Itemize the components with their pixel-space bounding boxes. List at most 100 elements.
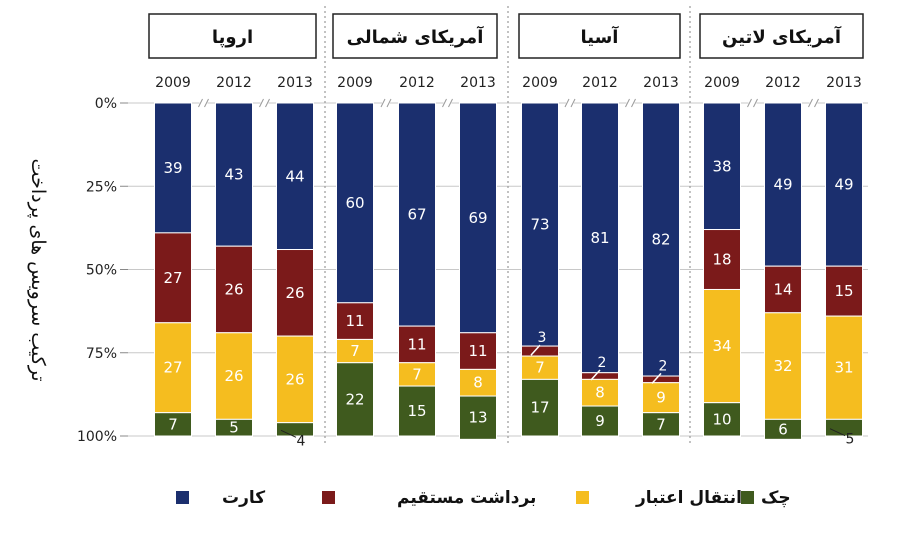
data-label: 7 — [535, 359, 545, 377]
legend-label-card: کارت — [222, 488, 265, 508]
data-label: 38 — [712, 157, 731, 175]
year-label: 2012 — [582, 75, 618, 91]
data-label: 26 — [285, 370, 304, 388]
bar-segment-check — [398, 385, 436, 437]
year-label: 2013 — [643, 75, 679, 91]
data-label: 43 — [224, 166, 243, 184]
bar-segment-check — [336, 362, 374, 437]
axis-break-gap — [809, 99, 818, 107]
axis-break-gap — [443, 99, 452, 107]
year-labels: 2009 2012 2013 2009 2012 2013 2009 2012 2013 2009… — [155, 75, 862, 91]
data-label: 7 — [412, 365, 422, 383]
data-label: 69 — [468, 209, 487, 227]
axis-break-mark — [747, 98, 758, 108]
axis-break-gap — [199, 99, 208, 107]
data-label: 9 — [595, 412, 605, 430]
data-label: 26 — [285, 284, 304, 302]
bar-segment-credit-transfer — [459, 368, 497, 397]
region-header-label: اروپا — [212, 27, 253, 48]
legend-label-check: چک — [761, 488, 791, 508]
data-label: 11 — [345, 312, 364, 330]
bars-layer — [154, 102, 863, 440]
bar-segment-check — [154, 412, 192, 437]
data-labels-layer: 3927277432626544262646011722671171569118… — [163, 157, 854, 449]
data-label: 3 — [538, 330, 547, 346]
y-tick-label: 75% — [86, 346, 117, 362]
bar-segment-check — [215, 418, 253, 437]
data-label: 27 — [163, 359, 182, 377]
bar-segment-check — [459, 395, 497, 440]
year-label: 2012 — [765, 75, 801, 91]
data-label: 31 — [834, 359, 853, 377]
axis-break-gap — [260, 99, 269, 107]
region-header-box — [148, 13, 317, 59]
bar-segment-check — [521, 378, 559, 437]
bar-segment-credit-transfer — [764, 312, 802, 420]
data-label: 15 — [407, 402, 426, 420]
axis-break-gap — [626, 99, 635, 107]
data-label: 34 — [712, 337, 731, 355]
data-label: 17 — [530, 399, 549, 417]
data-label: 26 — [224, 280, 243, 298]
data-label: 5 — [229, 419, 239, 437]
bar-segment-card — [336, 102, 374, 304]
data-label: 67 — [407, 206, 426, 224]
legend-label-credit-transfer: انتقال اعتبار — [635, 488, 742, 508]
region-headers: اروپا آمریکای شمالی آسیا آمریکای لاتین — [148, 13, 864, 59]
bar-segment-card — [215, 102, 253, 247]
year-label: 2009 — [704, 75, 740, 91]
bar-segment-check — [703, 402, 741, 437]
bar-segment-direct-debit — [459, 332, 497, 370]
bar-segment-direct-debit — [764, 265, 802, 314]
bar-segment-direct-debit — [215, 245, 253, 334]
bar-segment-card — [154, 102, 192, 234]
year-label: 2013 — [277, 75, 313, 91]
data-label: 60 — [345, 194, 364, 212]
axis-break-gap — [566, 99, 574, 107]
data-label: 15 — [834, 282, 853, 300]
legend-swatch-direct-debit — [322, 491, 335, 504]
bar-segment-credit-transfer — [215, 332, 253, 420]
region-header-box — [518, 13, 681, 59]
axis-break-mark — [625, 98, 636, 108]
bar-segment-direct-debit — [398, 325, 436, 364]
data-label: 73 — [530, 216, 549, 234]
data-label: 49 — [773, 176, 792, 194]
legend-label-direct-debit: برداشت مستقیم — [397, 488, 536, 508]
bar-segment-check — [764, 418, 802, 440]
bar-segment-card — [642, 102, 680, 377]
bar-segment-credit-transfer — [581, 378, 619, 407]
legend-swatch-check — [741, 491, 754, 504]
data-label: 18 — [712, 251, 731, 269]
bar-segment-direct-debit — [642, 375, 680, 384]
bar-segment-card — [276, 102, 314, 251]
axis-break-mark — [442, 98, 453, 108]
region-header-label: آمریکای لاتین — [722, 25, 842, 48]
data-label: 10 — [712, 410, 731, 428]
data-label: 22 — [345, 390, 364, 408]
region-header-label: آسیا — [581, 25, 620, 48]
bar-segment-direct-debit — [703, 229, 741, 290]
region-header-box — [699, 13, 864, 59]
y-tick-label: 25% — [86, 179, 117, 195]
legend-swatch-card — [176, 491, 189, 504]
data-label: 49 — [834, 176, 853, 194]
year-label: 2012 — [399, 75, 435, 91]
axis-break-mark — [198, 98, 209, 108]
data-label: 11 — [468, 342, 487, 360]
callout-line — [530, 344, 541, 356]
callout-line — [590, 369, 601, 381]
bar-segment-check — [642, 412, 680, 437]
data-label: 2 — [659, 358, 668, 374]
bar-segment-check — [581, 405, 619, 437]
bar-segment-credit-transfer — [276, 335, 314, 424]
year-label: 2009 — [522, 75, 558, 91]
bar-segment-check — [276, 422, 314, 437]
bar-segment-direct-debit — [521, 345, 559, 357]
bar-segment-credit-transfer — [154, 322, 192, 414]
data-label: 7 — [656, 415, 666, 433]
bar-segment-card — [825, 102, 863, 267]
data-label: 82 — [651, 231, 670, 249]
